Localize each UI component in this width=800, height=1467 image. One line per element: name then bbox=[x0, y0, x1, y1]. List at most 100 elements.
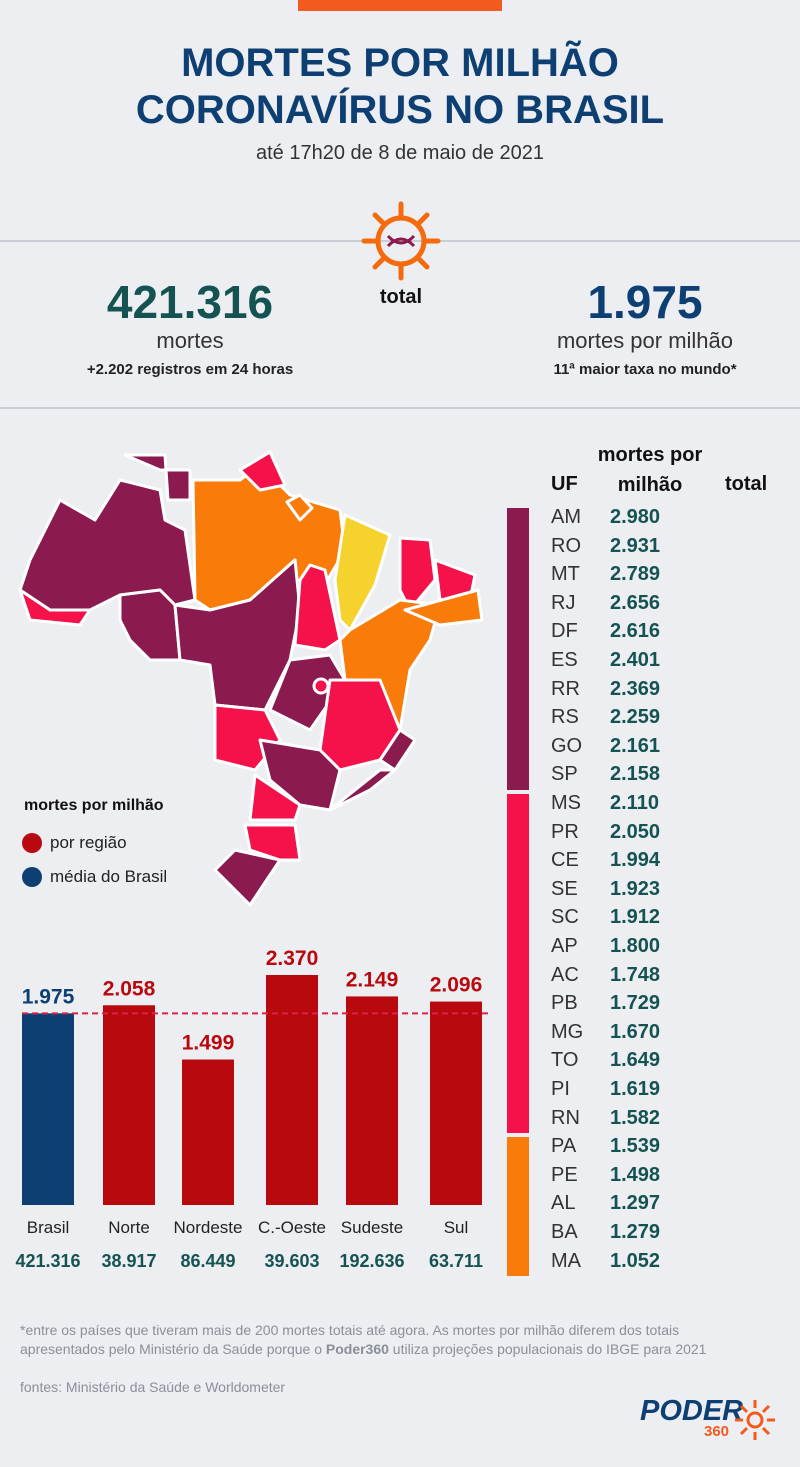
rate-cell: 2.931 bbox=[610, 534, 661, 557]
uf-cell: RO bbox=[551, 534, 581, 557]
uf-cell: AP bbox=[551, 935, 578, 957]
bar bbox=[266, 975, 318, 1205]
uf-cell: AM bbox=[551, 506, 581, 528]
summary-note: 11ª maior taxa no mundo* bbox=[553, 361, 737, 378]
legend-item: por região bbox=[22, 826, 167, 860]
value-label: 1.499 bbox=[182, 1032, 235, 1055]
legend-item: média do Brasil bbox=[22, 860, 167, 894]
summary-center-label: total bbox=[379, 286, 423, 308]
uf-cell: DF bbox=[551, 620, 578, 643]
group-bar bbox=[507, 1137, 529, 1277]
uf-cell: CE bbox=[551, 849, 579, 872]
uf-cell: SC bbox=[551, 906, 579, 929]
footnote-text: utiliza projeções populacionais do IBGE … bbox=[388, 1341, 707, 1357]
legend: por região média do Brasil bbox=[22, 826, 167, 894]
group-bar bbox=[507, 794, 529, 1134]
total-label: 421.316 bbox=[15, 1251, 80, 1271]
uf-cell: SE bbox=[551, 877, 578, 900]
title-line: CORONAVÍRUS NO BRASIL bbox=[135, 88, 665, 132]
bar-chart: 1.975 Brasil 421.316 2.058 Norte 38.917 1.499 N… bbox=[15, 947, 492, 1271]
divider bbox=[0, 407, 800, 409]
rate-cell: 1.800 bbox=[610, 935, 661, 957]
rate-cell: 1.052 bbox=[610, 1249, 661, 1272]
rate-cell: 1.279 bbox=[610, 1221, 661, 1243]
uf-cell: TO bbox=[551, 1049, 579, 1072]
rate-cell: 2.616 bbox=[610, 620, 661, 643]
total-label: 86.449 bbox=[180, 1251, 235, 1271]
uf-cell: MA bbox=[551, 1249, 581, 1272]
legend-title: mortes por milhão bbox=[24, 797, 164, 814]
table-header: total bbox=[725, 473, 768, 495]
uf-cell: RR bbox=[551, 677, 580, 700]
total-label: 39.603 bbox=[264, 1251, 319, 1271]
total-label: 63.711 bbox=[429, 1251, 483, 1271]
uf-cell: RN bbox=[551, 1106, 580, 1129]
legend-swatch bbox=[22, 867, 42, 887]
logo-sun bbox=[735, 1400, 775, 1440]
value-label: 1.975 bbox=[22, 985, 75, 1008]
rate-cell: 2.401 bbox=[610, 649, 661, 671]
top-accent bbox=[298, 0, 502, 11]
value-label: 2.370 bbox=[266, 947, 319, 970]
rate-cell: 2.161 bbox=[610, 734, 661, 757]
uf-cell: PA bbox=[551, 1135, 577, 1158]
brazil-map bbox=[18, 450, 484, 907]
legend-label: por região bbox=[50, 833, 127, 852]
footnote: *entre os países que tiveram mais de 200… bbox=[20, 1321, 760, 1359]
bar bbox=[182, 1059, 234, 1205]
uf-cell: MS bbox=[551, 792, 581, 814]
footnote-text: *entre os países que tiveram mais de 200… bbox=[20, 1322, 680, 1357]
uf-cell: MT bbox=[551, 563, 580, 586]
table-header: mortes por milhão bbox=[597, 444, 703, 496]
rate-cell: 2.050 bbox=[610, 820, 661, 843]
category-label: C.-Oeste bbox=[258, 1218, 326, 1237]
rate-cell: 2.369 bbox=[610, 677, 661, 700]
virus-icon bbox=[361, 201, 441, 281]
category-label: Nordeste bbox=[174, 1218, 243, 1237]
total-label: 192.636 bbox=[339, 1251, 404, 1271]
uf-cell: AL bbox=[551, 1192, 576, 1215]
value-label: 2.096 bbox=[430, 974, 483, 997]
rate-cell: 1.539 bbox=[610, 1135, 661, 1158]
uf-cell: PB bbox=[551, 992, 578, 1015]
uf-cell: AC bbox=[551, 963, 579, 986]
summary-value: 421.316 bbox=[106, 276, 274, 328]
title-line: MORTES POR MILHÃO bbox=[181, 41, 619, 85]
uf-cell: PR bbox=[551, 820, 579, 843]
uf-cell: MG bbox=[551, 1020, 584, 1043]
bar bbox=[430, 1001, 482, 1205]
summary-label: mortes bbox=[156, 328, 224, 353]
summary-note: +2.202 registros em 24 horas bbox=[86, 361, 294, 378]
bar bbox=[22, 1013, 74, 1205]
legend-label: média do Brasil bbox=[50, 867, 168, 886]
category-label: Sul bbox=[444, 1218, 469, 1237]
category-label: Brasil bbox=[27, 1218, 70, 1237]
bar bbox=[346, 996, 398, 1205]
rate-cell: 1.912 bbox=[610, 906, 661, 929]
uf-cell: ES bbox=[551, 649, 578, 671]
value-label: 2.149 bbox=[346, 968, 399, 991]
uf-cell: SP bbox=[551, 763, 578, 786]
rate-cell: 1.649 bbox=[610, 1049, 661, 1072]
uf-cell: RS bbox=[551, 706, 579, 729]
summary-value: 1.975 bbox=[587, 276, 703, 328]
uf-cell: RJ bbox=[551, 591, 576, 614]
group-bar bbox=[507, 508, 529, 790]
summary-label: mortes por milhão bbox=[556, 328, 734, 353]
rate-cell: 2.656 bbox=[610, 591, 661, 614]
logo-number: 360 bbox=[704, 1423, 730, 1440]
uf-cell: PE bbox=[551, 1163, 578, 1186]
subtitle: até 17h20 de 8 de maio de 2021 bbox=[255, 142, 545, 164]
rate-cell: 2.158 bbox=[610, 763, 661, 786]
legend-swatch bbox=[22, 833, 42, 853]
rate-cell: 1.670 bbox=[610, 1020, 661, 1043]
rate-cell: 1.297 bbox=[610, 1192, 661, 1215]
uf-cell: BA bbox=[551, 1221, 578, 1243]
divider bbox=[0, 240, 800, 242]
rate-cell: 2.110 bbox=[610, 792, 659, 814]
table-header: UF bbox=[551, 473, 578, 495]
rate-cell: 1.923 bbox=[610, 877, 661, 900]
rate-cell: 2.980 bbox=[610, 506, 661, 528]
rate-cell: 1.498 bbox=[610, 1163, 661, 1186]
rate-cell: 1.619 bbox=[610, 1078, 661, 1100]
